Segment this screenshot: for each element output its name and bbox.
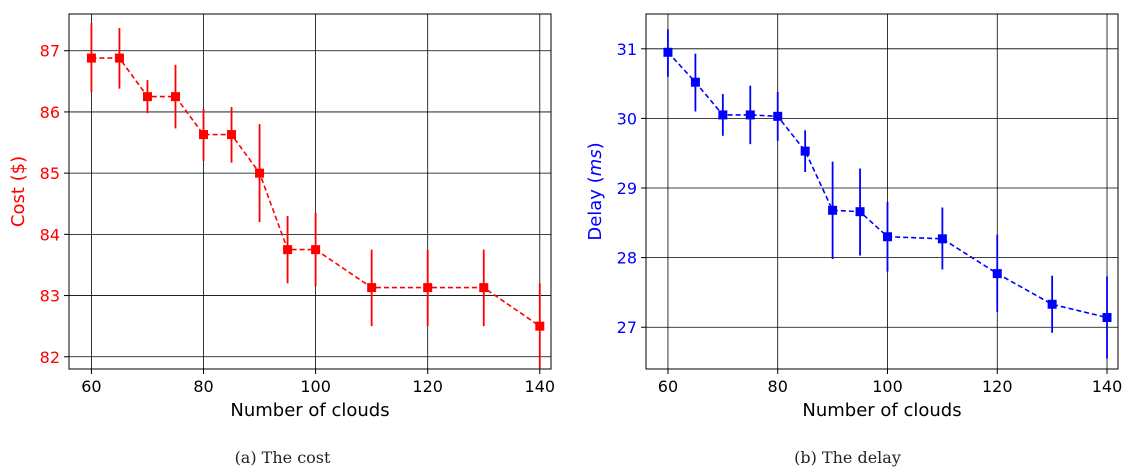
data-point: [690, 77, 700, 87]
y-tick-label: 85: [40, 164, 60, 183]
data-point: [255, 168, 265, 178]
data-point: [745, 110, 755, 120]
data-point: [773, 111, 783, 121]
caption-delay: (b) The delay: [794, 448, 901, 467]
data-point: [663, 47, 673, 57]
data-point: [227, 130, 237, 140]
caption-cost: (a) The cost: [234, 448, 331, 467]
x-tick-label: 120: [982, 377, 1013, 396]
x-tick-label: 80: [193, 377, 213, 396]
x-tick-label: 100: [300, 377, 331, 396]
chart-cost: 60 80 100 120 140 82 83 84 85 86 87 Number of cloud…: [8, 13, 556, 421]
y-tick-label: 31: [617, 40, 637, 59]
x-tick-label: 140: [1092, 377, 1123, 396]
x-tick-label: 140: [525, 377, 556, 396]
data-point: [718, 110, 728, 120]
y-tick-label: 82: [40, 348, 60, 367]
data-point: [479, 283, 489, 293]
data-point: [283, 245, 293, 255]
y-tick-label: 86: [40, 103, 60, 122]
x-tick-label: 60: [658, 377, 678, 396]
figure-delay: 60 80 100 120 140 27 28 29 30 31 Number of clouds D…: [565, 0, 1130, 473]
figure-cost: 60 80 100 120 140 82 83 84 85 86 87 Number of cloud…: [8, 13, 556, 467]
y-tick-label: 84: [40, 225, 60, 244]
data-point: [828, 205, 838, 215]
plot-frame: [645, 13, 1119, 370]
data-point: [535, 321, 545, 331]
data-point: [937, 234, 947, 244]
y-tick-label: 28: [617, 249, 637, 268]
y-axis-label-close: ): [585, 142, 606, 149]
data-point: [114, 53, 124, 63]
y-axis-label: Delay (ms): [585, 142, 606, 240]
data-point: [855, 207, 865, 217]
y-axis-label: Cost ($): [8, 156, 29, 227]
x-tick-label: 80: [768, 377, 788, 396]
x-tick-label: 120: [412, 377, 443, 396]
data-point: [170, 92, 180, 102]
y-tick-label: 30: [617, 109, 637, 128]
y-axis-label-text: Cost ($): [8, 156, 29, 227]
y-tick-label: 29: [617, 179, 637, 198]
y-axis-label-text: Delay (: [585, 176, 606, 240]
data-point: [1047, 299, 1057, 309]
data-point: [199, 130, 209, 140]
data-point: [142, 92, 152, 102]
data-point: [86, 53, 96, 63]
data-point: [1102, 312, 1112, 322]
data-point: [992, 269, 1002, 279]
data-point: [311, 245, 321, 255]
y-tick-label: 83: [40, 287, 60, 306]
y-axis-label-unit: ms: [585, 149, 606, 176]
data-point: [800, 146, 810, 156]
x-axis-label: Number of clouds: [230, 400, 389, 421]
x-tick-label: 60: [81, 377, 101, 396]
x-axis-label: Number of clouds: [802, 400, 961, 421]
data-point: [423, 283, 433, 293]
data-point: [367, 283, 377, 293]
y-tick-label: 27: [617, 318, 637, 337]
x-tick-label: 100: [872, 377, 903, 396]
y-tick-label: 87: [40, 42, 60, 61]
plot-frame: [68, 13, 552, 370]
data-point: [882, 232, 892, 242]
chart-delay: 60 80 100 120 140 27 28 29 30 31 Number of clouds D…: [585, 13, 1123, 421]
